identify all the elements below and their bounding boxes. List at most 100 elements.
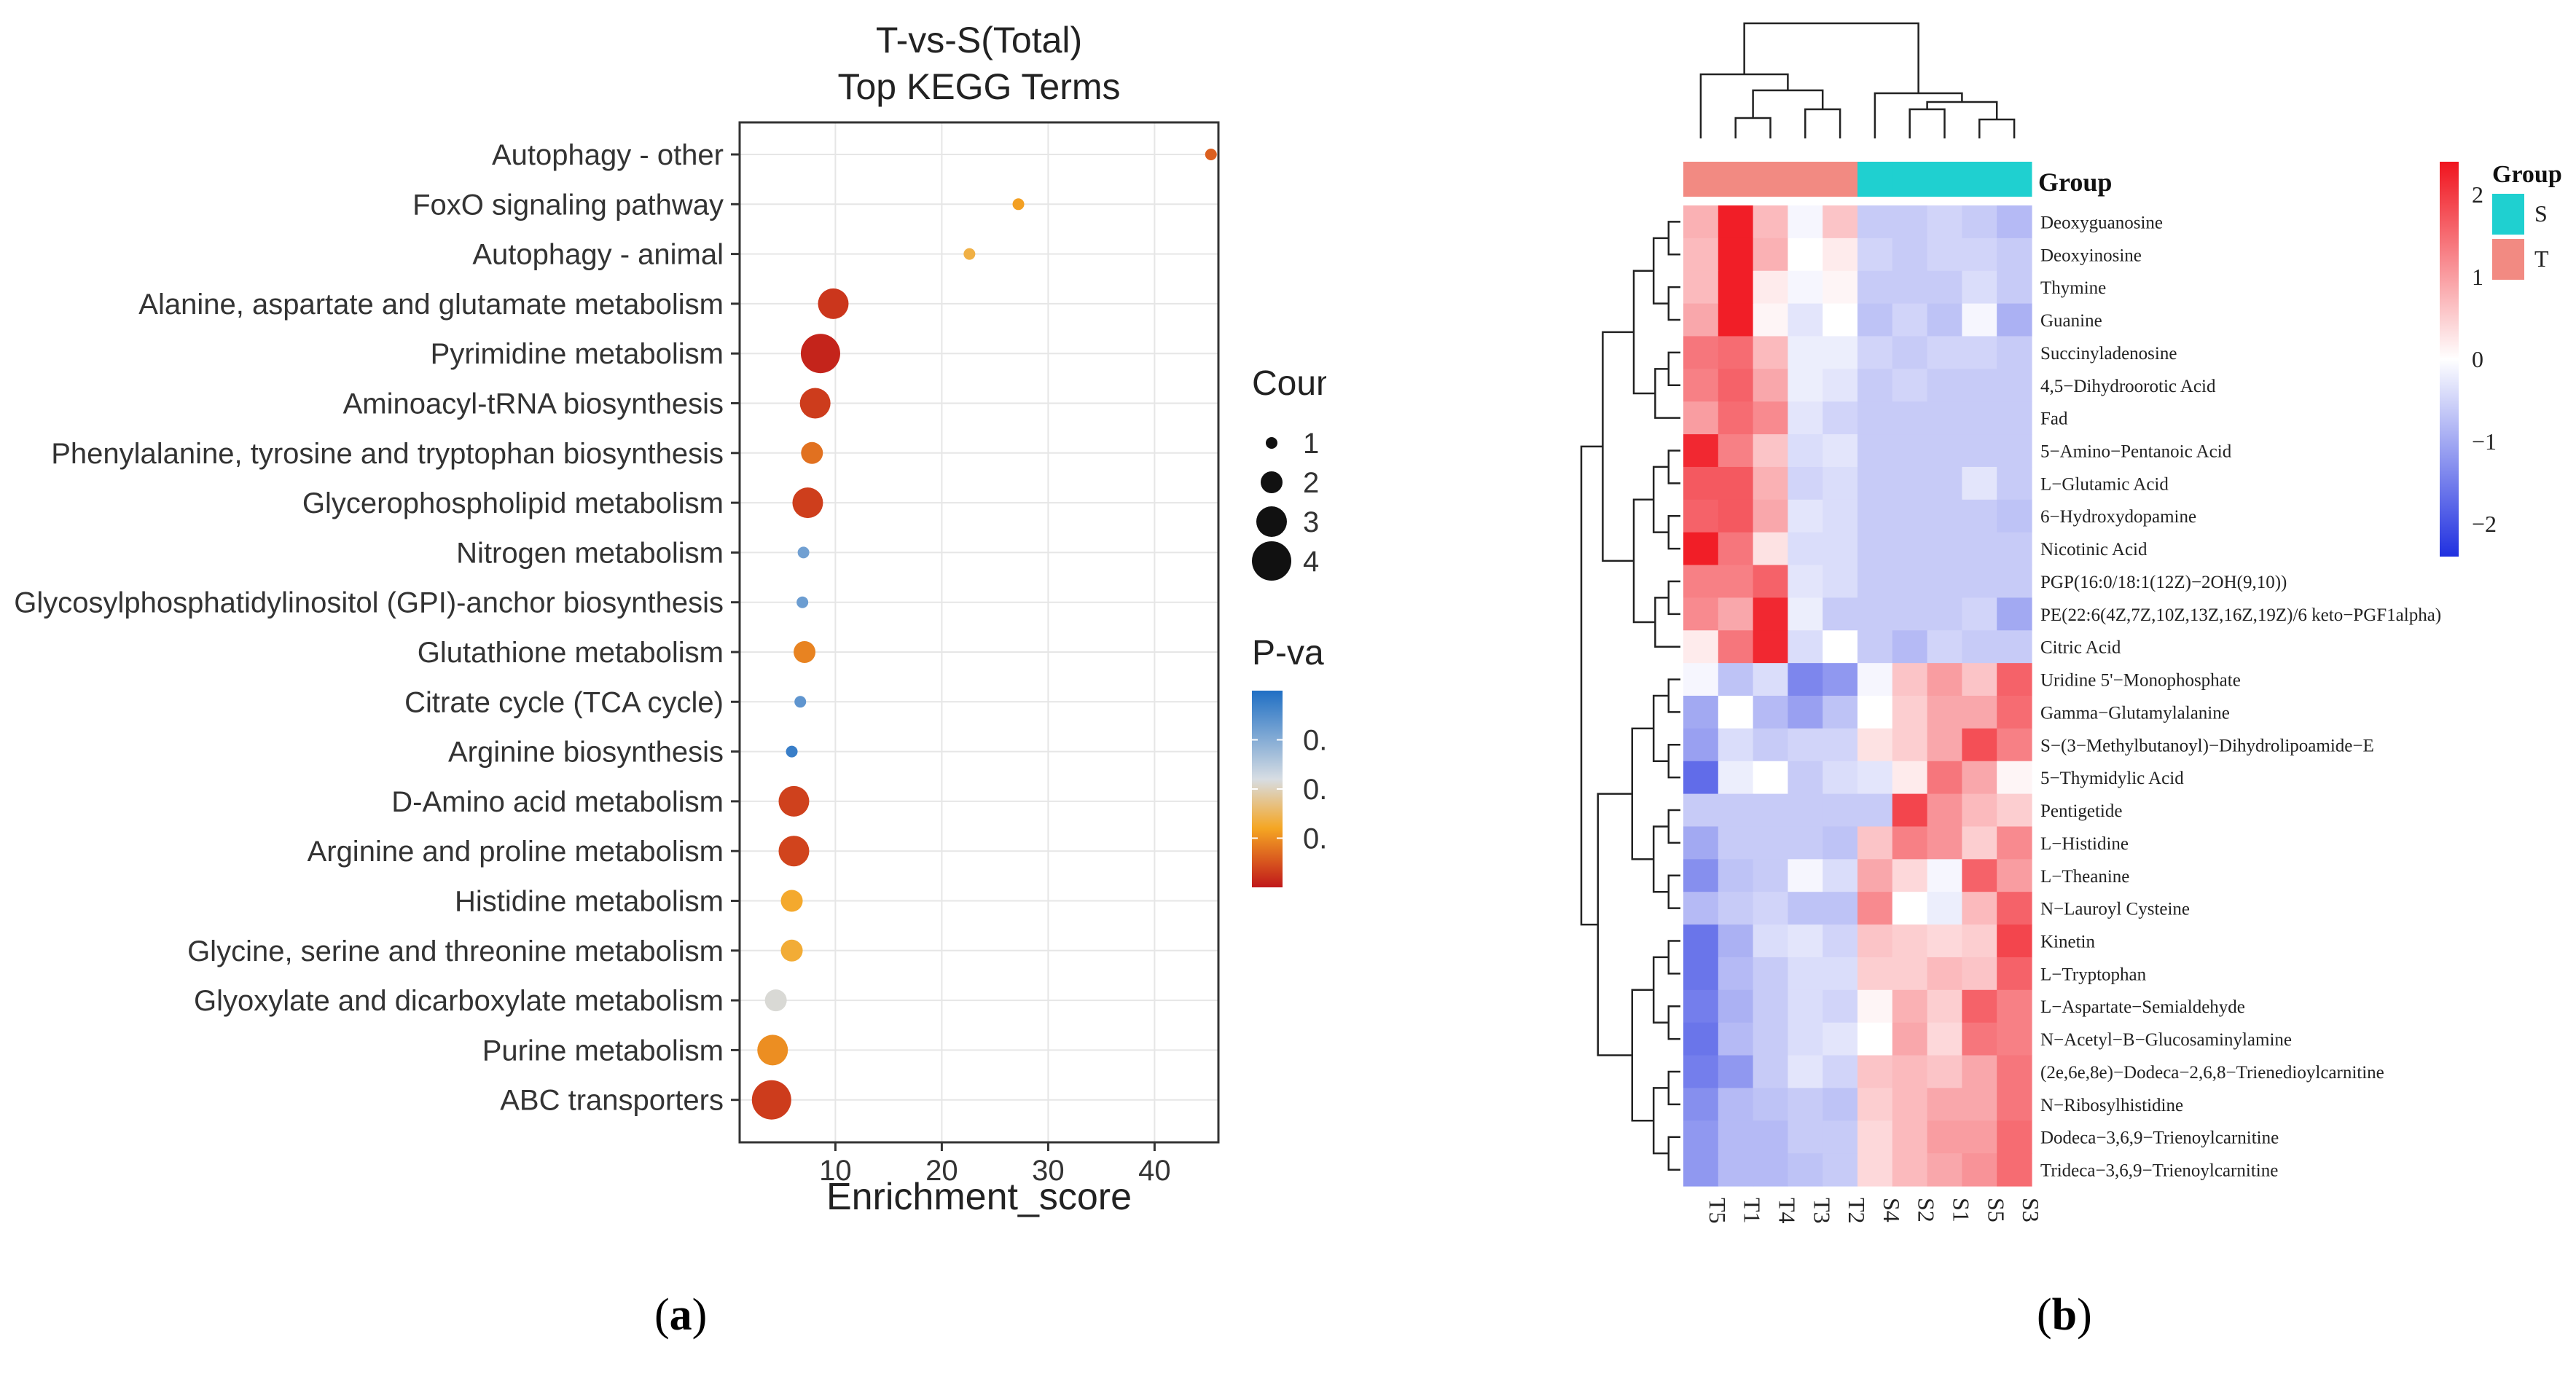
group-annotation-cell	[1927, 162, 1962, 197]
heatmap-cell	[1927, 1088, 1962, 1121]
y-tick-label: FoxO signaling pathway	[412, 189, 724, 221]
plot-border	[738, 121, 1220, 1144]
heatmap-cell	[1962, 434, 1997, 468]
heatmap-cell	[1753, 565, 1788, 598]
heatmap-cell	[1753, 1153, 1788, 1187]
row-label: Uridine 5'−Monophosphate	[2040, 671, 2241, 691]
heatmap-cell	[1997, 597, 2032, 631]
heat-scale-label: −1	[2472, 428, 2497, 455]
heatmap-cell	[1823, 466, 1858, 500]
row-label: L−Glutamic Acid	[2040, 474, 2169, 494]
heatmap-cell	[1718, 1120, 1754, 1154]
heatmap-cell	[1753, 237, 1788, 272]
heatmap-cell	[1857, 1153, 1893, 1187]
heatmap-cell	[1892, 434, 1928, 468]
heatmap-cell	[1718, 499, 1754, 533]
row-dendrogram-branch	[1667, 744, 1680, 779]
data-point	[792, 487, 823, 519]
heatmap-cell	[1892, 989, 1928, 1024]
count-legend-label: 2	[1303, 467, 1319, 499]
heatmap-cell	[1683, 532, 1719, 566]
heatmap-cell	[1892, 303, 1928, 337]
heatmap-cell	[1857, 761, 1893, 795]
row-dendrogram-branch	[1667, 874, 1680, 909]
heatmap-cell	[1892, 924, 1928, 958]
heatmap-cell	[1823, 728, 1858, 762]
row-dendrogram-branch	[1631, 989, 1654, 1122]
data-point	[799, 388, 831, 419]
heatmap-cell	[1718, 237, 1754, 272]
heatmap-cell	[1857, 565, 1893, 598]
heat-scale-label: 2	[2472, 181, 2483, 208]
heatmap-cell	[1997, 369, 2032, 402]
heatmap-cell	[1788, 565, 1823, 598]
data-point	[778, 785, 810, 817]
heatmap-cell	[1962, 466, 1997, 500]
colorbar-tick-label: 0.04	[1303, 823, 1326, 855]
heatmap-cell	[1823, 892, 1858, 925]
heatmap-cell	[1823, 565, 1858, 598]
heatmap-cell	[1962, 1153, 1997, 1187]
heatmap-cell	[1683, 630, 1719, 664]
heatmap-cell	[1892, 597, 1928, 631]
heatmap-cell	[1823, 1055, 1858, 1088]
heatmap-cell	[1753, 859, 1788, 892]
row-label: Kinetin	[2040, 933, 2095, 952]
row-dendrogram-branch	[1667, 1005, 1680, 1040]
heatmap-cell	[1718, 892, 1754, 925]
heatmap-cell	[1718, 303, 1754, 337]
data-point	[963, 248, 976, 260]
heatmap-cell	[1927, 565, 1962, 598]
heatmap-cell	[1892, 336, 1928, 369]
heatmap-cell	[1962, 989, 1997, 1024]
count-legend-title: Count	[1252, 364, 1326, 403]
heatmap-cell	[1927, 205, 1962, 239]
heatmap-cell	[1683, 696, 1719, 729]
column-dendrogram-branch	[1926, 101, 1998, 119]
data-point	[818, 288, 849, 319]
heatmap-cell	[1997, 303, 2032, 337]
heatmap-cell	[1997, 532, 2032, 566]
heatmap-cell	[1857, 924, 1893, 958]
heatmap-cell	[1892, 205, 1928, 239]
column-dendrogram-branch	[1908, 108, 1946, 138]
heatmap-cell	[1823, 696, 1858, 729]
row-dendrogram-branch	[1652, 1087, 1669, 1155]
heatmap-cell	[1857, 1120, 1893, 1154]
heatmap-cell	[1962, 826, 1997, 860]
heatmap-cell	[1718, 270, 1754, 305]
heatmap-cell	[1997, 793, 2032, 828]
column-label: S4	[1879, 1198, 1905, 1222]
heatmap-cell	[1823, 859, 1858, 892]
heatmap-cell	[1683, 924, 1719, 958]
heatmap-cell	[1892, 532, 1928, 566]
heatmap-cell	[1683, 793, 1719, 828]
row-dendrogram-branch	[1652, 825, 1669, 893]
row-label: 4,5−Dihydroorotic Acid	[2040, 377, 2216, 396]
heatmap-cell	[1718, 1088, 1754, 1121]
heatmap-cell	[1927, 237, 1962, 272]
heatmap-cell	[1892, 270, 1928, 305]
heatmap-cell	[1788, 1088, 1823, 1121]
heatmap-cell	[1962, 369, 1997, 402]
metabolite-heatmap: Group Deoxyguanosine Deoxyinosine Thymine Gu…	[1580, 22, 2562, 1224]
row-label: (2e,6e,8e)−Dodeca−2,6,8−Trienedioylcarni…	[2040, 1063, 2384, 1083]
heatmap-cell	[1718, 663, 1754, 696]
heatmap-cell	[1823, 1153, 1858, 1187]
heatmap-cell	[1753, 597, 1788, 631]
heatmap-cell	[1927, 532, 1962, 566]
row-dendrogram-branch	[1632, 270, 1656, 395]
data-point	[757, 1035, 788, 1066]
row-label: Deoxyinosine	[2040, 246, 2142, 265]
heatmap-cell	[1683, 1055, 1719, 1088]
heatmap-cell	[1788, 761, 1823, 795]
y-tick-label: Alanine, aspartate and glutamate metabol…	[138, 288, 724, 321]
heatmap-cell	[1857, 989, 1893, 1024]
heatmap-cell	[1718, 630, 1754, 664]
heatmap-cell	[1927, 696, 1962, 729]
heatmap-cell	[1962, 336, 1997, 369]
heatmap-cell	[1718, 761, 1754, 795]
count-legend-dot	[1256, 506, 1287, 537]
heatmap-cell	[1962, 630, 1997, 664]
heatmap-cell	[1683, 957, 1719, 991]
